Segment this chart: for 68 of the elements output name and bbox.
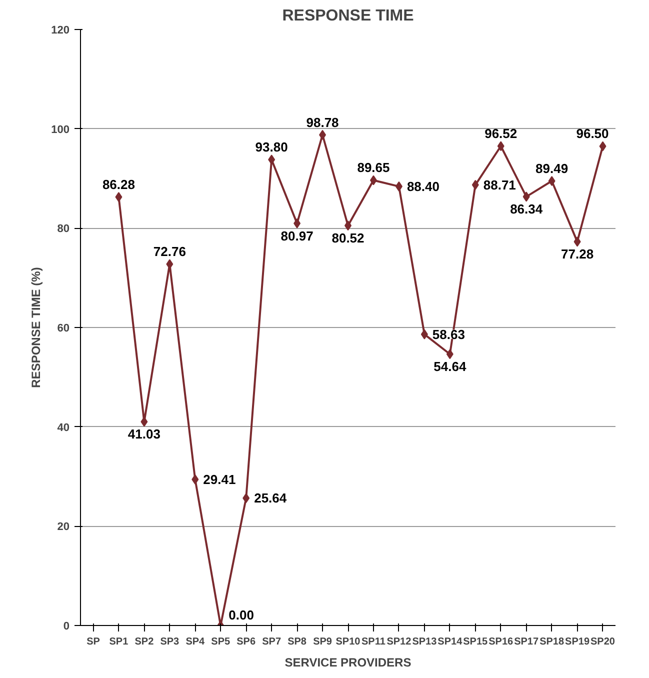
data-label: 58.63 xyxy=(432,326,465,342)
x-tick-label: SP3 xyxy=(160,636,180,648)
y-tick-label: 20 xyxy=(57,521,70,534)
data-label: 80.52 xyxy=(332,230,364,246)
data-label: 98.78 xyxy=(306,114,339,130)
data-label: 86.34 xyxy=(510,202,544,217)
x-tick-label: SP17 xyxy=(514,636,540,648)
x-tick-label: SP10 xyxy=(336,636,361,648)
x-tick-label: SP15 xyxy=(463,636,488,648)
point xyxy=(548,176,556,186)
y-tick-label: 40 xyxy=(57,422,70,434)
y-tick-label: 80 xyxy=(57,223,70,236)
point xyxy=(268,154,276,165)
point xyxy=(574,236,581,247)
x-tick-label: SP2 xyxy=(134,636,154,648)
x-tick-label: SP13 xyxy=(412,636,438,648)
data-label: 77.28 xyxy=(561,246,594,262)
point xyxy=(192,474,199,484)
x-tick-label: SP5 xyxy=(211,636,231,648)
data-label: 96.50 xyxy=(576,126,609,142)
data-label: 0.00 xyxy=(228,608,254,622)
data-label: 86.28 xyxy=(102,176,135,192)
chart-title: RESPONSE TIME xyxy=(282,8,414,24)
x-tick-label: SP12 xyxy=(386,636,412,648)
x-tick-label: SP xyxy=(86,636,100,648)
data-label: 88.71 xyxy=(483,177,516,192)
point xyxy=(370,175,377,186)
point xyxy=(395,181,402,192)
x-axis-title: SERVICE PROVIDERS xyxy=(284,656,412,670)
x-tick-label: SP18 xyxy=(540,636,564,648)
x-tick-label: SP8 xyxy=(288,636,307,648)
data-label: 72.76 xyxy=(153,244,186,260)
y-axis-title: RESPONSE TIME (%) xyxy=(29,267,44,388)
x-tick-label: SP19 xyxy=(565,636,590,648)
data-label: 88.40 xyxy=(406,178,440,194)
x-tick-label: SP6 xyxy=(236,636,256,648)
x-tick-label: SP16 xyxy=(488,636,514,648)
point xyxy=(294,218,301,228)
x-tick-label: SP11 xyxy=(362,636,386,648)
point xyxy=(115,192,122,202)
data-label: 41.03 xyxy=(128,426,160,442)
y-tick-label: 100 xyxy=(51,124,70,136)
data-label: 80.97 xyxy=(280,228,314,244)
data-label: 89.65 xyxy=(357,160,390,176)
x-tick-label: SP14 xyxy=(438,636,463,648)
x-tick-label: SP7 xyxy=(262,636,282,648)
point xyxy=(599,141,606,152)
y-tick-label: 0 xyxy=(63,620,70,632)
point xyxy=(319,130,326,140)
x-tick-label: SP1 xyxy=(109,636,129,648)
x-tick-label: SP20 xyxy=(590,636,616,648)
point xyxy=(497,141,504,152)
point xyxy=(140,416,148,427)
data-label: 54.64 xyxy=(434,359,467,374)
data-label: 89.49 xyxy=(536,161,568,176)
data-label: 96.52 xyxy=(484,126,518,142)
point xyxy=(472,180,479,190)
data-label: 93.80 xyxy=(255,140,288,155)
x-tick-label: SP4 xyxy=(186,636,206,648)
y-tick-label: 60 xyxy=(57,322,70,334)
point xyxy=(242,493,250,504)
data-label: 25.64 xyxy=(254,490,288,506)
point xyxy=(522,192,530,202)
point xyxy=(446,349,454,360)
y-tick-label: 120 xyxy=(51,24,70,36)
x-tick-label: SP9 xyxy=(313,636,332,648)
data-label: 29.41 xyxy=(203,472,236,487)
point xyxy=(420,329,428,340)
